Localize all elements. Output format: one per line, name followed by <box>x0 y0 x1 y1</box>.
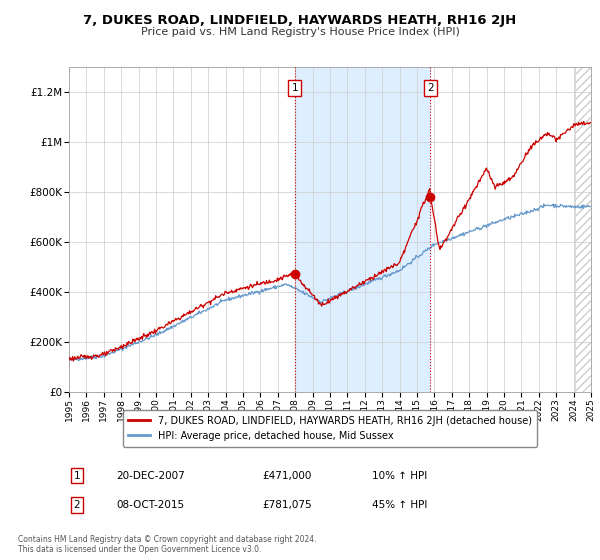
Text: 20-DEC-2007: 20-DEC-2007 <box>116 470 185 480</box>
Text: Price paid vs. HM Land Registry's House Price Index (HPI): Price paid vs. HM Land Registry's House … <box>140 27 460 37</box>
Text: 2: 2 <box>427 83 434 94</box>
Text: Contains HM Land Registry data © Crown copyright and database right 2024.: Contains HM Land Registry data © Crown c… <box>18 535 317 544</box>
Bar <box>575 67 591 392</box>
Text: 45% ↑ HPI: 45% ↑ HPI <box>372 500 427 510</box>
Text: 7, DUKES ROAD, LINDFIELD, HAYWARDS HEATH, RH16 2JH: 7, DUKES ROAD, LINDFIELD, HAYWARDS HEATH… <box>83 14 517 27</box>
Legend: 7, DUKES ROAD, LINDFIELD, HAYWARDS HEATH, RH16 2JH (detached house), HPI: Averag: 7, DUKES ROAD, LINDFIELD, HAYWARDS HEATH… <box>122 410 538 447</box>
Text: 1: 1 <box>74 470 80 480</box>
Text: 10% ↑ HPI: 10% ↑ HPI <box>372 470 427 480</box>
Text: 2: 2 <box>74 500 80 510</box>
Text: 08-OCT-2015: 08-OCT-2015 <box>116 500 184 510</box>
Text: £471,000: £471,000 <box>262 470 311 480</box>
Text: £781,075: £781,075 <box>262 500 312 510</box>
Bar <box>575 67 591 392</box>
Text: This data is licensed under the Open Government Licence v3.0.: This data is licensed under the Open Gov… <box>18 545 262 554</box>
Text: 1: 1 <box>292 83 298 94</box>
Bar <box>295 67 430 392</box>
